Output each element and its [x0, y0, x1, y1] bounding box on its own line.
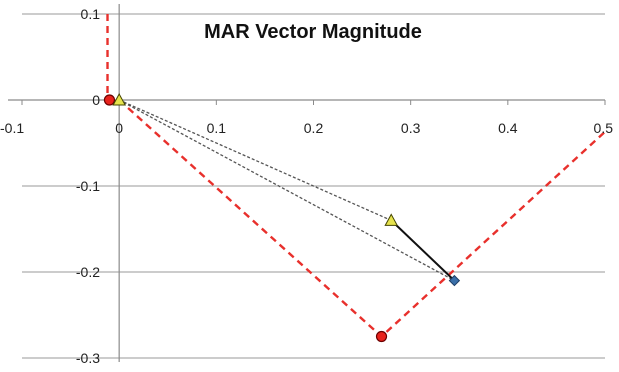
data-points — [103, 92, 461, 343]
x-tick-label: 0.1 — [207, 120, 227, 136]
dotted-line — [118, 99, 392, 221]
triangle-marker — [112, 92, 127, 106]
dashed-line — [118, 99, 606, 339]
x-tick-label: 0.4 — [498, 120, 518, 136]
x-tick-label: -0.1 — [0, 120, 24, 136]
triangle-marker — [384, 213, 399, 226]
circle-marker — [103, 94, 116, 106]
y-tick-label: -0.1 — [76, 178, 100, 194]
x-tick-label: 0 — [115, 120, 123, 136]
chart-title: MAR Vector Magnitude — [204, 21, 422, 43]
y-tick-label: 0 — [92, 92, 100, 108]
x-tick-label: 0.2 — [304, 120, 324, 136]
tick-labels: 0.1 0 -0.1 -0.2 -0.3 -0.1 0 0.1 0.2 0.3 0.4 0.5 — [0, 6, 613, 366]
y-tick-label: 0.1 — [81, 6, 101, 22]
solid-line — [390, 219, 456, 282]
diamond-marker — [448, 274, 461, 287]
y-tick-label: -0.2 — [76, 264, 100, 280]
circle-marker — [375, 330, 388, 343]
y-tick-label: -0.3 — [76, 350, 100, 366]
x-tick-label: 0.3 — [401, 120, 421, 136]
series-lines — [106, 14, 606, 339]
x-tick-label: 0.5 — [594, 120, 614, 136]
dotted-line — [118, 99, 455, 282]
